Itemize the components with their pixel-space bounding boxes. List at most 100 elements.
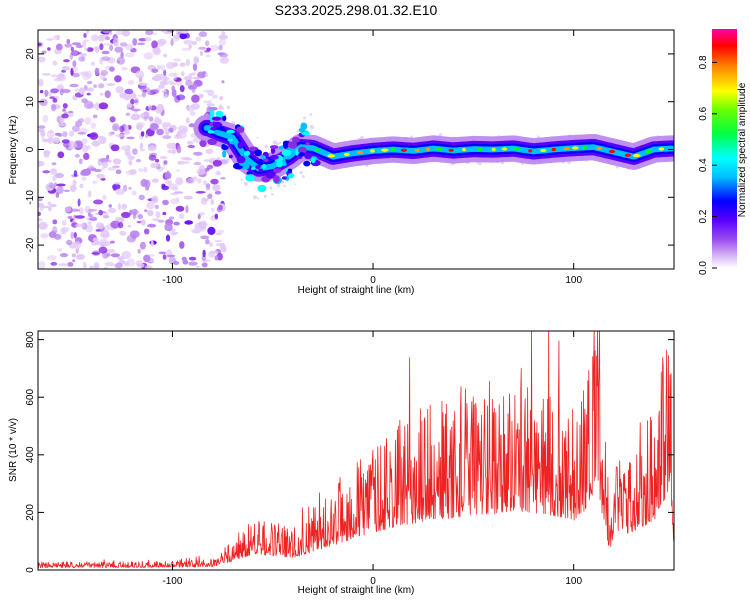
noise-blob xyxy=(137,248,141,254)
noise-blob xyxy=(191,72,197,76)
noise-blob xyxy=(102,30,112,34)
noise-blob xyxy=(49,96,55,100)
transition-blob xyxy=(257,184,267,193)
noise-blob xyxy=(163,53,168,58)
noise-blob xyxy=(207,89,215,97)
noise-blob xyxy=(186,140,194,145)
noise-blob xyxy=(130,98,135,105)
snr-plot: -100 0 100 0 200 400 600 800 Height of straight… xyxy=(8,330,675,596)
noise-blob xyxy=(70,46,74,52)
transition-blob xyxy=(300,122,308,131)
transition-blob xyxy=(226,129,235,134)
transition-blob xyxy=(305,142,311,146)
transition-blob xyxy=(263,158,269,162)
noise-blob xyxy=(217,229,225,234)
noise-blob xyxy=(200,235,210,240)
noise-blob xyxy=(188,44,192,49)
ridge-hotspot xyxy=(645,149,652,154)
noise-blob xyxy=(38,160,45,167)
noise-blob xyxy=(100,69,109,76)
noise-blob xyxy=(133,99,139,104)
noise-blob xyxy=(135,159,142,163)
transition-blob xyxy=(222,150,227,158)
noise-blob xyxy=(135,70,145,79)
transition-blob xyxy=(236,155,246,164)
ridge-hotspot xyxy=(502,147,508,151)
noise-blob xyxy=(100,56,111,61)
noise-blob xyxy=(86,80,93,85)
noise-blob xyxy=(179,30,189,34)
noise-blob xyxy=(98,246,108,254)
noise-blob xyxy=(110,144,120,152)
snr-x-label: Height of straight line (km) xyxy=(298,585,415,596)
noise-blob xyxy=(155,211,161,219)
noise-blob xyxy=(152,218,160,221)
noise-blob xyxy=(210,178,219,185)
noise-blob xyxy=(122,30,131,37)
noise-blob xyxy=(38,211,41,216)
transition-blob xyxy=(207,130,215,134)
noise-blob xyxy=(155,73,165,79)
noise-blob xyxy=(212,94,218,99)
noise-blob xyxy=(162,211,167,216)
ridge-hotspot xyxy=(513,147,521,151)
noise-blob xyxy=(39,204,44,212)
noise-blob xyxy=(54,233,62,240)
noise-blob xyxy=(147,210,154,217)
noise-blob xyxy=(90,122,96,129)
ridge-hotspot xyxy=(608,149,616,154)
noise-blob xyxy=(84,205,91,213)
noise-blob xyxy=(128,186,132,190)
noise-blob xyxy=(116,60,121,64)
noise-blob xyxy=(92,237,99,243)
noise-blob xyxy=(108,131,114,137)
noise-blob xyxy=(81,176,87,181)
spectrogram-y-tick-label: -10 xyxy=(25,190,36,205)
noise-blob xyxy=(156,128,164,136)
noise-blob xyxy=(50,88,59,94)
noise-blob xyxy=(47,47,51,51)
noise-blob xyxy=(39,98,48,107)
noise-blob xyxy=(212,184,221,192)
noise-blob xyxy=(46,38,54,41)
noise-blob xyxy=(200,197,208,205)
noise-blob xyxy=(150,162,159,169)
noise-blob xyxy=(221,245,227,253)
scatter-dot xyxy=(271,192,274,196)
noise-blob xyxy=(120,67,129,71)
noise-blob xyxy=(124,52,135,58)
noise-blob xyxy=(66,39,71,44)
noise-blob xyxy=(41,50,47,54)
noise-blob xyxy=(218,34,228,40)
scatter-dot xyxy=(240,178,243,181)
noise-blob xyxy=(146,201,156,210)
noise-blob xyxy=(192,176,198,179)
noise-blob xyxy=(104,90,111,99)
noise-blob xyxy=(192,63,198,71)
noise-blob xyxy=(82,144,89,153)
noise-blob xyxy=(78,207,84,215)
noise-blob xyxy=(96,222,105,230)
noise-blob xyxy=(46,130,55,139)
noise-blob xyxy=(61,66,71,71)
noise-blob xyxy=(112,158,122,165)
noise-blob xyxy=(140,113,145,119)
spectrogram-y-tick-label: 0 xyxy=(25,146,36,152)
noise-blob xyxy=(54,132,62,136)
noise-blob xyxy=(126,136,135,140)
transition-blob xyxy=(281,161,287,167)
noise-blob xyxy=(56,183,66,187)
colorbar-ramp xyxy=(712,29,737,268)
noise-blob xyxy=(55,43,63,51)
noise-blob xyxy=(180,71,185,77)
noise-blob xyxy=(126,145,131,148)
noise-blob xyxy=(38,42,42,47)
snr-y-tick-label: 0 xyxy=(25,567,36,573)
noise-blob xyxy=(183,76,189,81)
ridge-hotspot xyxy=(596,146,603,150)
noise-blob xyxy=(154,204,159,209)
noise-blob xyxy=(75,120,83,127)
noise-blob xyxy=(95,229,101,232)
noise-blob xyxy=(185,79,193,87)
noise-blob xyxy=(197,213,201,220)
